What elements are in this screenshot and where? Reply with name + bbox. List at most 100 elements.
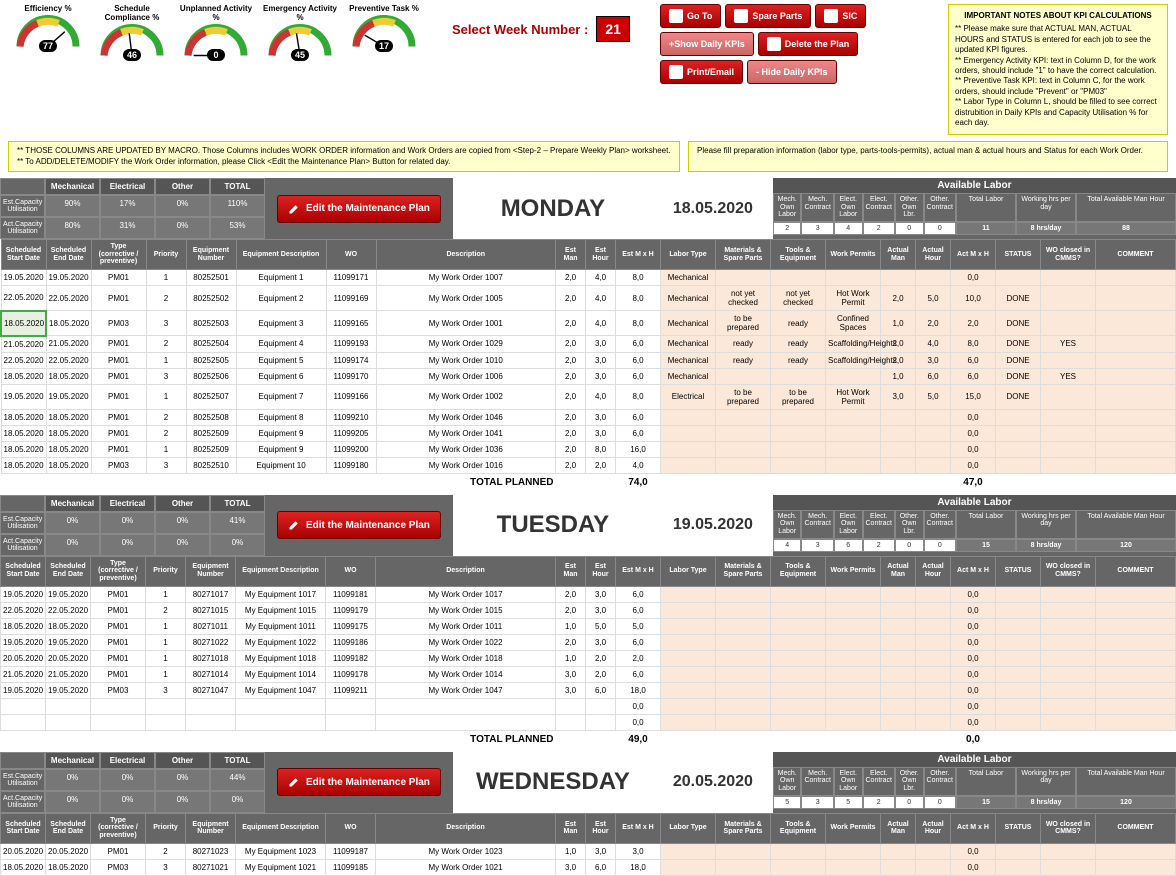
table-cell[interactable]: 19.05.2020 (1, 270, 46, 286)
table-cell[interactable] (586, 714, 616, 730)
table-cell[interactable] (1, 698, 46, 714)
table-cell[interactable] (46, 698, 91, 714)
table-cell[interactable]: 0,0 (951, 441, 996, 457)
table-cell[interactable]: My Work Order 1021 (376, 859, 556, 875)
table-cell[interactable]: 11099186 (326, 634, 376, 650)
table-cell[interactable]: 11099185 (326, 859, 376, 875)
table-cell[interactable] (1041, 698, 1096, 714)
table-cell[interactable] (326, 714, 376, 730)
table-cell[interactable] (996, 714, 1041, 730)
table-cell[interactable] (881, 682, 916, 698)
table-cell[interactable]: 2 (146, 843, 186, 859)
table-cell[interactable] (661, 586, 716, 602)
table-cell[interactable]: 22.05.2020 (46, 602, 91, 618)
table-cell[interactable]: 1,0 (556, 618, 586, 634)
table-cell[interactable]: PM01 (91, 586, 146, 602)
table-cell[interactable] (826, 586, 881, 602)
table-cell[interactable]: 19.05.2020 (1, 634, 46, 650)
table-cell[interactable] (46, 714, 91, 730)
table-cell[interactable] (881, 698, 916, 714)
table-cell[interactable] (1041, 425, 1096, 441)
table-cell[interactable]: 80271022 (186, 634, 236, 650)
table-cell[interactable] (881, 409, 916, 425)
table-cell[interactable]: 15,0 (951, 384, 996, 409)
table-cell[interactable]: Confined Spaces (826, 311, 881, 336)
table-cell[interactable]: 8,0 (616, 384, 661, 409)
table-cell[interactable] (771, 650, 826, 666)
table-cell[interactable] (881, 586, 916, 602)
table-cell[interactable] (826, 368, 881, 384)
table-cell[interactable] (1096, 270, 1176, 286)
table-cell[interactable] (826, 409, 881, 425)
table-cell[interactable]: PM01 (91, 336, 146, 353)
table-cell[interactable]: 0,0 (616, 714, 661, 730)
table-cell[interactable]: 0,0 (951, 602, 996, 618)
table-cell[interactable]: Electrical (661, 384, 716, 409)
table-cell[interactable]: 2,0 (556, 270, 586, 286)
table-cell[interactable]: 18.05.2020 (46, 425, 91, 441)
table-cell[interactable]: Equipment 2 (236, 286, 326, 311)
table-cell[interactable]: Equipment 5 (236, 352, 326, 368)
table-cell[interactable]: 3,0 (586, 425, 616, 441)
table-cell[interactable] (1041, 682, 1096, 698)
table-cell[interactable] (1096, 714, 1176, 730)
table-cell[interactable]: PM01 (91, 666, 146, 682)
table-cell[interactable] (716, 457, 771, 473)
table-cell[interactable]: 19.05.2020 (46, 682, 91, 698)
spare-parts-button[interactable]: Spare Parts (725, 4, 811, 28)
table-cell[interactable]: 2,0 (556, 311, 586, 336)
table-cell[interactable]: PM01 (91, 368, 146, 384)
table-cell[interactable] (186, 714, 236, 730)
table-cell[interactable] (771, 714, 826, 730)
table-cell[interactable]: 18.05.2020 (46, 457, 91, 473)
table-cell[interactable] (716, 666, 771, 682)
table-cell[interactable]: 22.05.2020 (1, 286, 46, 311)
table-cell[interactable] (661, 666, 716, 682)
table-cell[interactable]: PM01 (91, 441, 146, 457)
sic-button[interactable]: SIC (815, 4, 866, 28)
table-cell[interactable]: 21.05.2020 (1, 336, 46, 353)
table-cell[interactable]: 2,0 (556, 352, 586, 368)
table-cell[interactable]: 3,0 (586, 368, 616, 384)
table-cell[interactable]: 80252502 (186, 286, 236, 311)
table-cell[interactable]: 19.05.2020 (46, 586, 91, 602)
table-cell[interactable] (826, 714, 881, 730)
table-cell[interactable]: PM01 (91, 384, 146, 409)
table-cell[interactable] (1096, 634, 1176, 650)
table-cell[interactable]: My Work Order 1006 (376, 368, 556, 384)
table-cell[interactable]: 0,0 (951, 859, 996, 875)
table-cell[interactable]: Equipment 3 (236, 311, 326, 336)
table-cell[interactable]: 11099179 (326, 602, 376, 618)
table-cell[interactable]: 1,0 (881, 368, 916, 384)
table-cell[interactable]: 3,0 (916, 352, 951, 368)
table-cell[interactable]: 20.05.2020 (1, 650, 46, 666)
table-cell[interactable]: 11099193 (326, 336, 376, 353)
table-cell[interactable] (716, 634, 771, 650)
table-cell[interactable]: Scaffolding/Heights (826, 352, 881, 368)
table-cell[interactable]: Mechanical (661, 270, 716, 286)
table-cell[interactable]: Mechanical (661, 352, 716, 368)
table-cell[interactable]: 19.05.2020 (1, 682, 46, 698)
table-cell[interactable]: 1 (146, 618, 186, 634)
table-cell[interactable]: 21.05.2020 (46, 336, 91, 353)
table-cell[interactable] (1096, 586, 1176, 602)
table-cell[interactable]: 3 (146, 682, 186, 698)
table-cell[interactable] (661, 843, 716, 859)
table-cell[interactable]: 2,0 (556, 634, 586, 650)
table-cell[interactable]: not yet checked (716, 286, 771, 311)
table-cell[interactable]: 2,0 (881, 286, 916, 311)
table-cell[interactable]: 80271023 (186, 843, 236, 859)
table-cell[interactable]: PM03 (91, 311, 146, 336)
table-cell[interactable]: 80252503 (186, 311, 236, 336)
table-cell[interactable]: 2 (146, 425, 186, 441)
table-cell[interactable] (1041, 843, 1096, 859)
table-cell[interactable] (881, 425, 916, 441)
table-cell[interactable]: 80252501 (186, 270, 236, 286)
table-cell[interactable]: My Equipment 1021 (236, 859, 326, 875)
table-cell[interactable]: Equipment 6 (236, 368, 326, 384)
table-cell[interactable]: 2,0 (556, 602, 586, 618)
edit-plan-button[interactable]: Edit the Maintenance Plan (277, 511, 441, 539)
table-cell[interactable]: PM01 (91, 650, 146, 666)
table-cell[interactable] (881, 270, 916, 286)
table-cell[interactable]: Mechanical (661, 311, 716, 336)
